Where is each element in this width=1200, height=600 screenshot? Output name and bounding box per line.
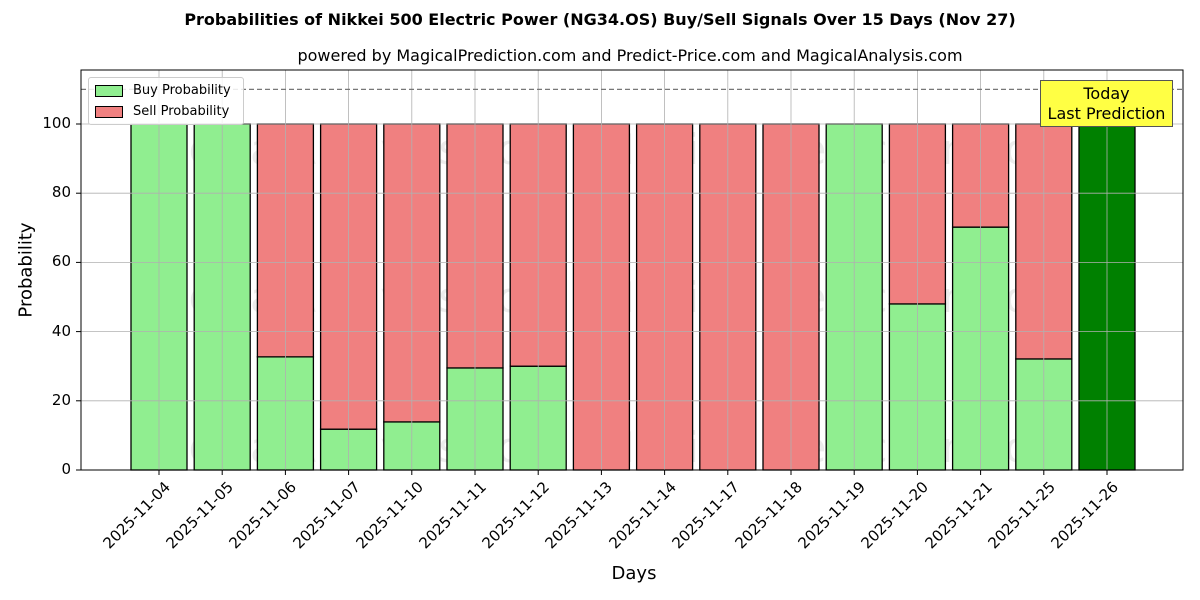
legend-item-sell: Sell Probability bbox=[95, 104, 229, 119]
annotation-line-2: Last Prediction bbox=[1047, 104, 1166, 123]
annotation-line-1: Today bbox=[1083, 84, 1130, 103]
y-tick-label: 60 bbox=[51, 252, 71, 271]
plot-frame bbox=[80, 69, 1184, 471]
y-tick-label: 80 bbox=[51, 183, 71, 202]
today-annotation: Today Last Prediction bbox=[1040, 80, 1173, 127]
x-axis-label: Days bbox=[611, 563, 657, 584]
chart-subtitle: powered by MagicalPrediction.com and Pre… bbox=[297, 46, 963, 65]
legend: Buy Probability Sell Probability bbox=[88, 77, 244, 125]
legend-label-sell: Sell Probability bbox=[133, 104, 230, 119]
legend-item-buy: Buy Probability bbox=[95, 83, 231, 98]
y-tick-label: 0 bbox=[61, 460, 71, 478]
y-tick-label: 20 bbox=[51, 390, 71, 409]
chart-title: Probabilities of Nikkei 500 Electric Pow… bbox=[184, 10, 1016, 29]
y-tick-label: 100 bbox=[42, 114, 71, 132]
legend-label-buy: Buy Probability bbox=[133, 83, 231, 98]
sell-swatch-icon bbox=[95, 105, 123, 118]
buy-swatch-icon bbox=[95, 84, 123, 97]
y-tick-label: 40 bbox=[51, 321, 71, 340]
